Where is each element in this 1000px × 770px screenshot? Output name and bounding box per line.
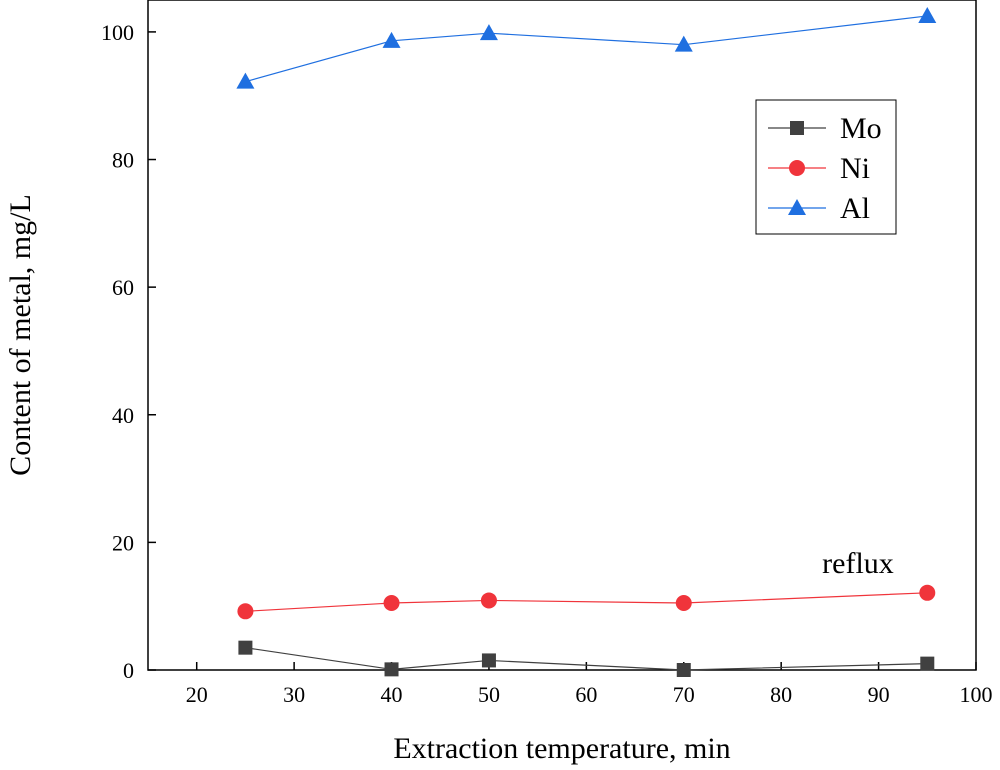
data-point-al <box>674 35 693 52</box>
x-tick-label: 60 <box>575 682 597 707</box>
x-tick-label: 70 <box>673 682 695 707</box>
data-point-ni <box>237 603 254 620</box>
x-tick-label: 100 <box>960 682 993 707</box>
series-al <box>236 6 937 89</box>
series-line-ni <box>245 592 928 612</box>
y-axis: 0 20 40 60 80 100 <box>101 20 156 683</box>
reflux-annotation: reflux <box>822 547 894 580</box>
plot-frame <box>147 0 977 671</box>
series-layer <box>236 6 937 677</box>
legend-label-al: Al <box>840 192 870 225</box>
x-axis: 20 30 40 50 60 70 80 90 100 <box>186 662 993 707</box>
x-tick-label: 50 <box>478 682 500 707</box>
series-line-al <box>245 15 928 83</box>
series-mo <box>238 640 935 677</box>
y-tick-label: 60 <box>112 275 134 300</box>
data-point-al <box>479 24 498 41</box>
x-tick-label: 80 <box>770 682 792 707</box>
data-point-mo <box>676 663 691 677</box>
data-point-ni <box>383 595 400 611</box>
series-ni <box>237 584 936 620</box>
x-tick-label: 40 <box>381 682 403 707</box>
x-tick-label: 30 <box>283 682 305 707</box>
data-point-ni <box>480 592 497 609</box>
y-tick-label: 80 <box>112 148 134 173</box>
legend-marker-ni <box>789 160 805 176</box>
legend-marker-mo <box>790 121 804 135</box>
legend-box <box>755 99 897 235</box>
x-tick-label: 90 <box>868 682 890 707</box>
y-tick-label: 20 <box>112 530 134 555</box>
legend-label-ni: Ni <box>840 152 870 185</box>
data-point-al <box>382 31 401 48</box>
y-tick-label: 100 <box>101 20 134 45</box>
x-tick-label: 20 <box>186 682 208 707</box>
data-point-al <box>918 6 937 23</box>
y-tick-label: 40 <box>112 403 134 428</box>
y-axis-title: Content of metal, mg/L <box>4 194 37 476</box>
data-point-mo <box>920 656 935 671</box>
legend: Mo Ni Al <box>755 99 897 235</box>
y-tick-label: 0 <box>123 658 134 683</box>
x-axis-title: Extraction temperature, min <box>393 732 730 765</box>
data-point-mo <box>238 640 253 655</box>
legend-marker-al <box>788 199 806 215</box>
data-point-mo <box>481 653 496 668</box>
data-point-al <box>236 72 255 89</box>
legend-label-mo: Mo <box>840 112 882 145</box>
data-point-mo <box>384 662 399 677</box>
data-point-ni <box>919 584 936 601</box>
data-point-ni <box>675 595 692 611</box>
